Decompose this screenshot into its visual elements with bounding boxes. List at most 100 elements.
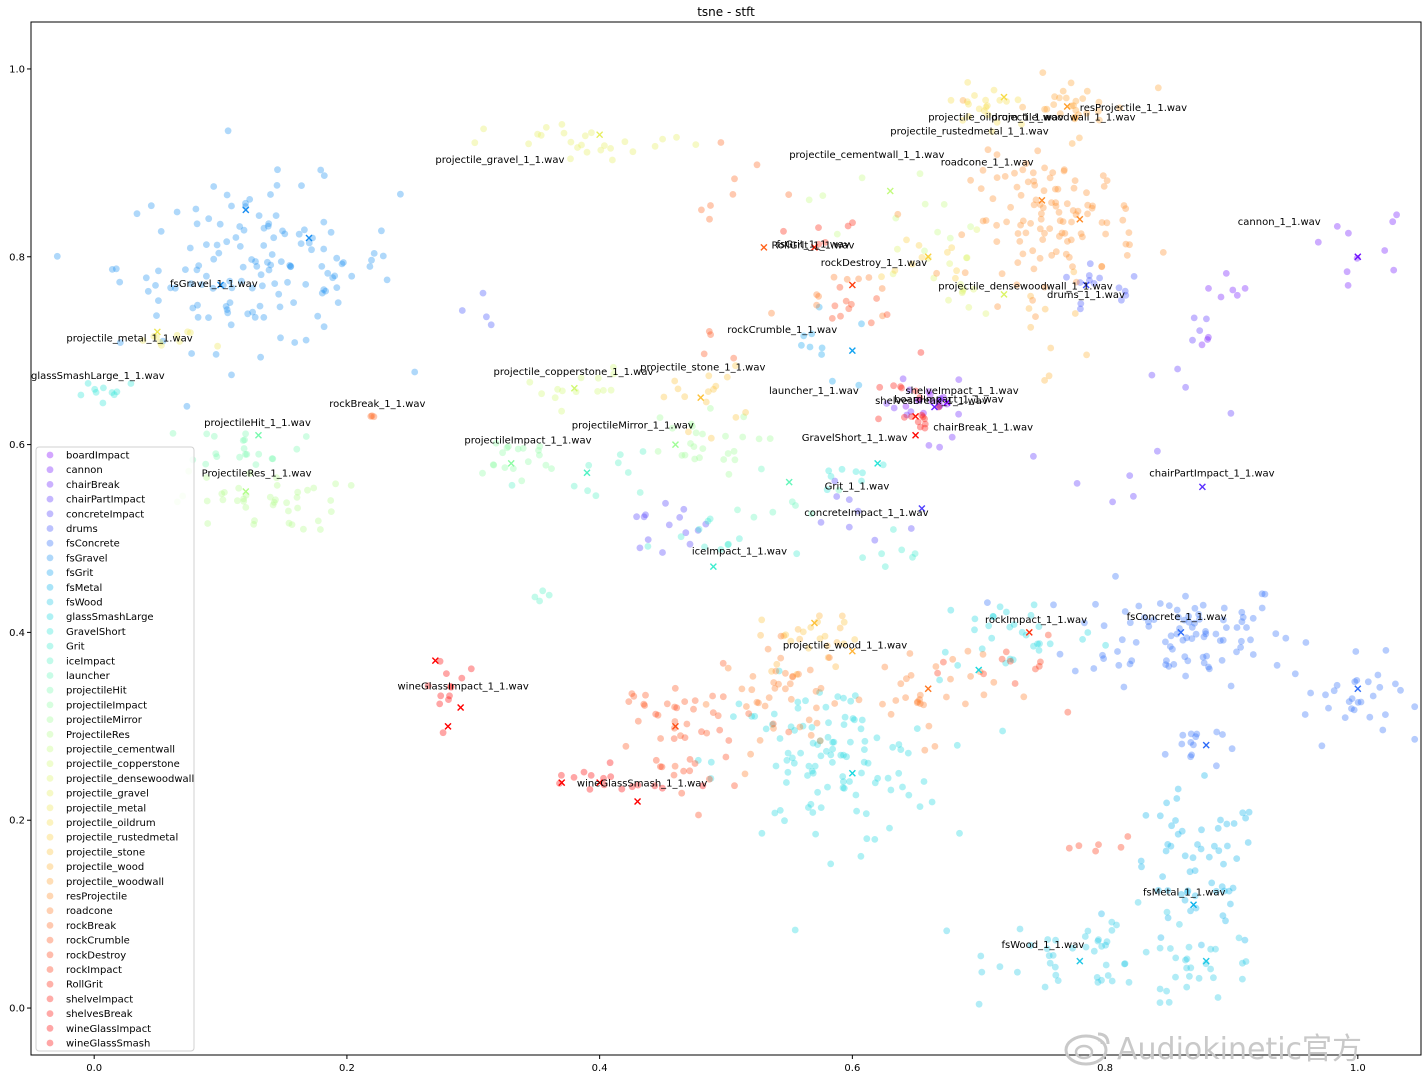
- scatter-point: [819, 192, 827, 200]
- scatter-point: [1036, 640, 1043, 648]
- scatter-point: [1230, 820, 1238, 827]
- scatter-point: [1128, 657, 1136, 665]
- scatter-point: [815, 293, 822, 300]
- scatter-point: [676, 514, 684, 521]
- scatter-point: [203, 474, 211, 481]
- scatter-point: [806, 666, 814, 674]
- centroid-marker-cannon: [1354, 253, 1362, 261]
- scatter-point: [260, 242, 268, 249]
- scatter-point: [294, 488, 302, 496]
- scatter-point: [1022, 229, 1030, 237]
- scatter-point: [1098, 910, 1105, 918]
- scatter-point: [1220, 616, 1227, 624]
- scatter-point: [1215, 847, 1223, 855]
- scatter-point: [298, 182, 305, 190]
- scatter-point: [844, 222, 852, 230]
- scatter-point: [1061, 230, 1069, 237]
- legend-marker: [46, 628, 54, 635]
- scatter-point: [194, 301, 201, 309]
- centroid-marker-wineGlassImpact: [431, 657, 439, 665]
- scatter-point: [1247, 636, 1254, 644]
- scatter-point: [671, 684, 679, 692]
- scatter-point: [1187, 907, 1194, 915]
- centroid-marker-launcher: [785, 478, 793, 486]
- scatter-point: [843, 753, 850, 761]
- scatter-point: [1191, 604, 1199, 612]
- scatter-point: [383, 276, 391, 284]
- scatter-point: [1137, 857, 1145, 865]
- scatter-point: [1082, 943, 1090, 951]
- scatter-point: [1045, 372, 1053, 380]
- scatter-point: [776, 735, 784, 742]
- scatter-point: [964, 79, 972, 86]
- scatter-point: [1100, 655, 1107, 662]
- scatter-point: [926, 391, 934, 399]
- series-projectileImpact: [479, 439, 555, 485]
- scatter-point: [890, 526, 897, 533]
- scatter-point: [317, 526, 324, 533]
- scatter-point: [980, 107, 988, 115]
- scatter-point: [1032, 196, 1040, 204]
- scatter-point: [936, 443, 943, 451]
- annotation-label: fsGravel_1_1.wav: [170, 279, 258, 290]
- scatter-point: [812, 830, 819, 838]
- centroid-marker-projectileImpact: [507, 459, 515, 467]
- scatter-point: [980, 691, 988, 699]
- scatter-point: [264, 222, 272, 230]
- scatter-point: [347, 482, 355, 489]
- scatter-point: [683, 720, 691, 728]
- scatter-point: [1353, 677, 1361, 684]
- scatter-point: [993, 151, 1001, 159]
- scatter-point: [1083, 351, 1090, 359]
- scatter-point: [1041, 983, 1049, 991]
- scatter-point: [1049, 169, 1057, 177]
- scatter-point: [984, 599, 991, 606]
- scatter-point: [1159, 249, 1167, 256]
- scatter-point: [1239, 613, 1247, 621]
- scatter-point: [479, 469, 486, 477]
- scatter-point: [777, 632, 785, 640]
- scatter-point: [218, 490, 226, 498]
- scatter-point: [765, 694, 773, 701]
- scatter-point: [959, 117, 967, 124]
- scatter-point: [236, 453, 244, 461]
- scatter-point: [1219, 636, 1227, 644]
- scatter-point: [818, 351, 825, 358]
- scatter-point: [1036, 201, 1044, 208]
- scatter-point: [825, 467, 833, 475]
- scatter-point: [805, 196, 813, 204]
- scatter-point: [443, 670, 450, 677]
- scatter-point: [487, 321, 495, 329]
- scatter-point: [673, 133, 680, 141]
- scatter-point: [822, 703, 830, 711]
- scatter-point: [302, 281, 310, 288]
- scatter-point: [144, 287, 152, 295]
- scatter-point: [894, 245, 901, 253]
- scatter-point: [771, 809, 779, 817]
- legend-item-iceImpact: iceImpact: [46, 656, 115, 667]
- scatter-point: [1063, 273, 1070, 281]
- scatter-point: [794, 626, 802, 633]
- scatter-point: [836, 283, 844, 291]
- scatter-point: [725, 470, 733, 478]
- annotation-label: RollGrit_1_1.wav: [772, 240, 855, 251]
- scatter-point: [1182, 383, 1189, 391]
- scatter-point: [830, 738, 838, 746]
- scatter-point: [1273, 661, 1281, 669]
- scatter-point: [210, 255, 218, 263]
- scatter-point: [1389, 218, 1397, 226]
- legend-item-shelveImpact: shelveImpact: [46, 994, 133, 1005]
- scatter-point: [1095, 116, 1103, 124]
- scatter-point: [624, 469, 632, 476]
- scatter-point: [609, 156, 616, 164]
- scatter-point: [1090, 665, 1098, 672]
- scatter-point: [904, 749, 912, 757]
- annotation-label: shelvesBreak_1_1.wav: [875, 396, 988, 407]
- scatter-point: [584, 487, 591, 495]
- scatter-point: [652, 756, 660, 764]
- scatter-point: [467, 665, 475, 673]
- legend-marker: [46, 716, 54, 723]
- scatter-point: [1185, 618, 1193, 626]
- legend-marker: [46, 642, 54, 650]
- scatter-point: [793, 550, 801, 558]
